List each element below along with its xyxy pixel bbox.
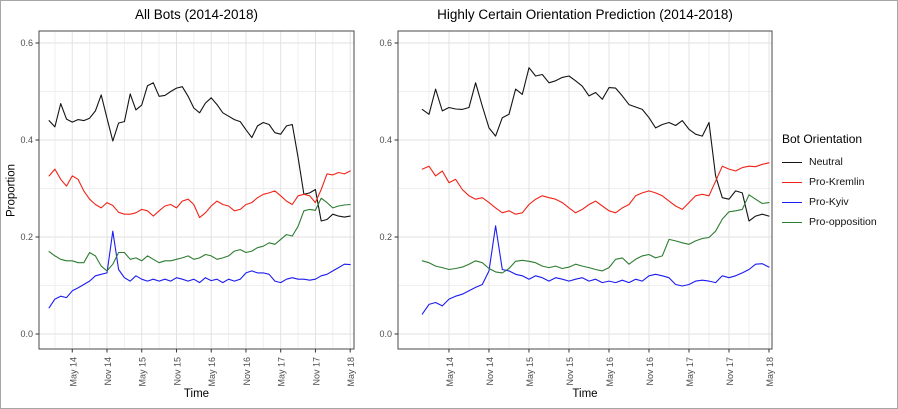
legend-entry-neutral: Neutral [782,156,897,169]
x-tick-label: May 15 [138,357,148,387]
legend-key-line-neutral [782,162,802,163]
y-tick-label: 0.4 [20,135,33,145]
legend-entry-pro-kremlin: Pro-Kremlin [782,176,897,189]
x-tick-label: May 16 [605,357,615,387]
series-line-pro-opposition [421,194,770,274]
series-line-neutral [421,67,770,222]
x-tick-label: Nov 17 [725,357,735,386]
legend-entry-pro-opposition: Pro-opposition [782,216,897,229]
panel-border [38,30,355,350]
series-line-pro-kremlin [421,162,770,215]
series-line-pro-kyiv [48,230,351,309]
legend-label: Pro-opposition [809,216,877,228]
x-tick-label: Nov 16 [645,357,655,386]
series-line-neutral [48,82,351,222]
x-tick-label: Nov 17 [311,357,321,386]
x-axis-title-time-left: Time [183,388,210,400]
series-line-pro-kyiv [421,225,770,315]
y-tick-label: 0.6 [379,38,392,48]
series-line-pro-kremlin [48,168,351,219]
legend-key-line-pro-kyiv [782,202,802,203]
y-tick-label: 0.0 [20,329,33,339]
y-tick-label: 0.0 [379,329,392,339]
x-tick-label: May 14 [68,357,78,387]
panel-right: May 14 Nov 14 May 15 Nov 15 May 16 Nov 16 May … [379,30,775,387]
panel-left: May 14 Nov 14 May 15 Nov 15 May 16 Nov 16 May … [20,30,356,387]
legend-key-line-pro-kremlin [782,182,802,183]
y-tick-label: 0.4 [379,135,392,145]
panel-title-highly-certain: Highly Certain Orientation Prediction (2… [437,7,733,22]
x-tick-label: May 16 [207,357,217,387]
legend-label: Pro-Kremlin [809,176,865,188]
x-tick-label: Nov 14 [485,357,495,386]
legend-entry-pro-kyiv: Pro-Kyiv [782,196,897,209]
y-axis-title-proportion: Proportion [5,163,18,218]
x-tick-label: Nov 14 [103,357,113,386]
legend: Bot Orientation Neutral Pro-Kremlin Pro-… [782,132,897,236]
panel-title-all-bots: All Bots (2014-2018) [134,7,259,22]
x-tick-label: Nov 15 [565,357,575,386]
y-tick-label: 0.2 [379,232,392,242]
x-tick-label: May 18 [765,357,775,387]
series-line-pro-opposition [48,197,351,272]
y-tick-label: 0.6 [20,38,33,48]
x-tick-label: May 17 [277,357,287,387]
y-tick-label: 0.2 [20,232,33,242]
x-tick-label: Nov 15 [172,357,182,386]
x-tick-label: May 17 [685,357,695,387]
legend-label: Neutral [809,156,843,168]
x-tick-label: May 18 [346,357,356,387]
x-tick-label: Nov 16 [242,357,252,386]
x-tick-label: May 15 [525,357,535,387]
x-axis-title-time-right: Time [572,388,598,400]
legend-key-line-pro-opposition [782,222,802,223]
panel-border [397,30,773,350]
x-tick-label: May 14 [445,357,455,387]
panel-background [39,31,354,349]
legend-label: Pro-Kyiv [809,196,849,208]
legend-title: Bot Orientation [782,132,863,146]
panel-background [398,31,772,349]
